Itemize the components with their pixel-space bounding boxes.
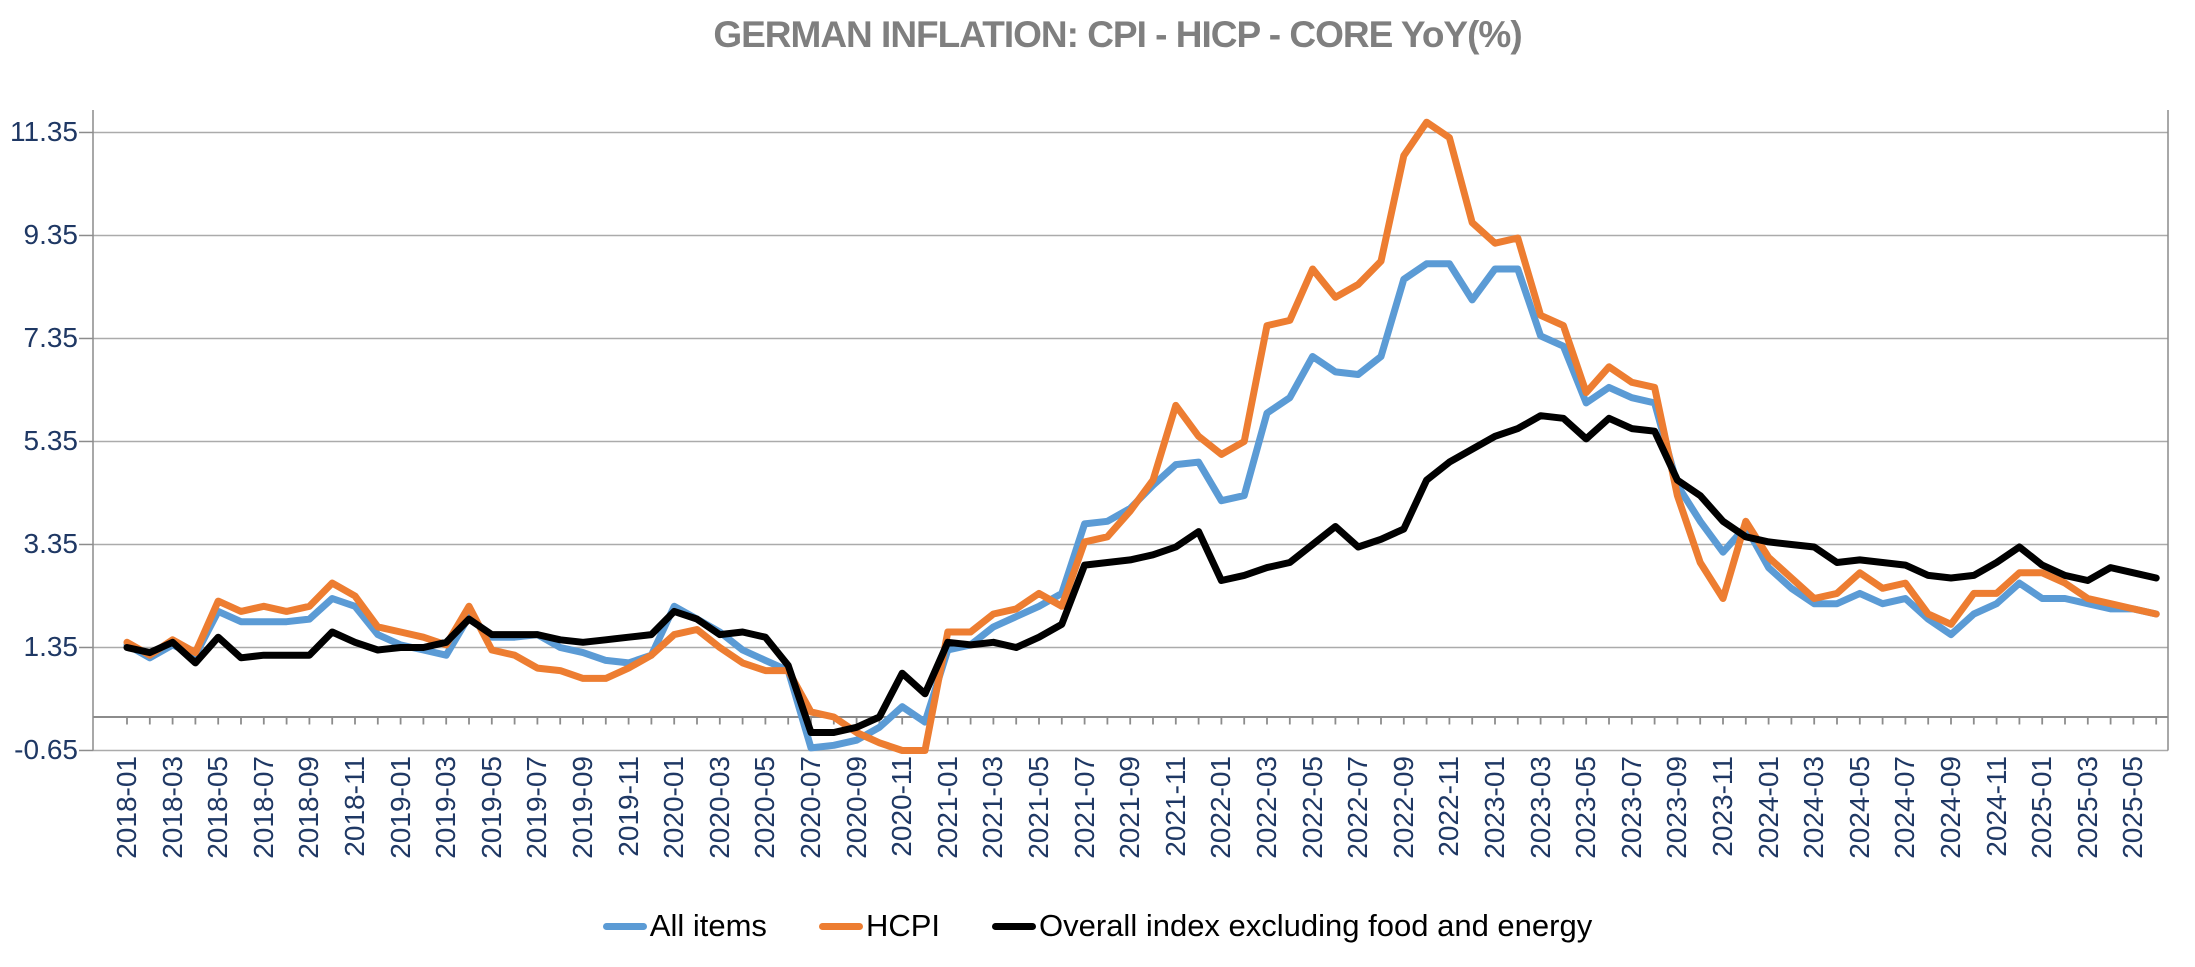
x-tick-label: 2019-01 <box>384 756 416 859</box>
x-tick-label: 2019-07 <box>521 756 553 859</box>
x-tick-label: 2023-11 <box>1707 756 1738 857</box>
x-tick-label: 2023-01 <box>1479 756 1510 859</box>
x-tick-label: 2019-11 <box>612 756 644 857</box>
x-tick-label: 2019-05 <box>475 756 507 859</box>
core-line-swatch-icon <box>992 922 1037 930</box>
y-tick-label: 9.35 <box>23 219 79 251</box>
chart-legend: All items HCPI Overall index excluding f… <box>0 906 2195 946</box>
x-tick-label: 2022-01 <box>1205 756 1237 859</box>
y-tick-label: 7.35 <box>23 322 79 354</box>
series-line-core <box>123 412 2160 736</box>
x-tick-label: 2024-01 <box>1752 756 1784 859</box>
legend-item-hcpi: HCPI <box>818 906 941 946</box>
x-tick-label: 2020-03 <box>703 756 735 859</box>
x-tick-label: 2020-09 <box>840 756 872 859</box>
x-tick-label: 2023-09 <box>1661 756 1693 859</box>
legend-label-core: Overall index excluding food and energy <box>1039 908 1593 943</box>
x-tick-label: 2023-07 <box>1615 756 1647 859</box>
series-line-hcpi <box>123 118 2160 754</box>
x-tick-label: 2022-11 <box>1433 756 1465 857</box>
y-tick-label: 1.35 <box>23 631 79 663</box>
x-tick-label: 2022-03 <box>1251 756 1282 859</box>
x-tick-label: 2024-05 <box>1843 756 1875 859</box>
legend-item-all-items: All items <box>602 906 767 946</box>
x-tick-label: 2020-05 <box>749 756 781 859</box>
x-tick-label: 2018-09 <box>293 756 325 859</box>
y-tick-label: 3.35 <box>23 528 79 560</box>
x-tick-label: 2025-05 <box>2117 756 2149 859</box>
x-tick-label: 2018-07 <box>247 756 279 859</box>
legend-item-core: Overall index excluding food and energy <box>992 906 1592 946</box>
x-tick-label: 2024-03 <box>1798 756 1830 859</box>
all-items-line-swatch-icon <box>602 922 647 930</box>
chart-title: GERMAN INFLATION: CPI - HICP - CORE YoY(… <box>713 14 1522 55</box>
x-tick-label: 2022-09 <box>1387 756 1419 859</box>
x-tick-label: 2021-09 <box>1114 756 1146 859</box>
x-tick-label: 2020-07 <box>795 756 826 859</box>
x-tick-label: 2020-01 <box>658 756 690 859</box>
x-tick-label: 2021-07 <box>1068 756 1100 859</box>
x-tick-label: 2021-03 <box>977 756 1009 859</box>
x-tick-label: 2024-11 <box>1980 756 2012 857</box>
series-line-all-items <box>123 260 2160 752</box>
hcpi-line-swatch-icon <box>818 922 863 930</box>
x-tick-label: 2018-05 <box>202 756 234 859</box>
x-tick-label: 2021-05 <box>1023 756 1054 859</box>
x-tick-label: 2023-03 <box>1524 756 1556 859</box>
x-tick-label: 2018-11 <box>339 756 370 857</box>
x-tick-label: 2019-09 <box>567 756 598 859</box>
x-tick-label: 2018-01 <box>111 756 142 859</box>
legend-label-hcpi: HCPI <box>865 908 941 943</box>
x-tick-label: 2025-01 <box>2026 756 2058 859</box>
x-tick-label: 2024-07 <box>1889 756 1921 859</box>
x-tick-label: 2019-03 <box>430 756 462 859</box>
x-tick-label: 2022-05 <box>1296 756 1328 859</box>
x-tick-label: 2020-11 <box>886 756 918 857</box>
x-tick-label: 2021-11 <box>1159 756 1191 857</box>
y-tick-label: -0.65 <box>14 734 78 766</box>
x-tick-label: 2022-07 <box>1342 756 1374 859</box>
y-tick-label: 5.35 <box>23 425 79 457</box>
x-tick-label: 2021-01 <box>931 756 963 859</box>
x-tick-label: 2025-03 <box>2071 756 2103 859</box>
y-tick-label: 11.35 <box>10 116 78 148</box>
legend-label-all-items: All items <box>649 908 767 943</box>
x-tick-label: 2018-03 <box>156 756 188 859</box>
x-tick-label: 2024-09 <box>1935 756 1966 859</box>
x-tick-label: 2023-05 <box>1570 756 1602 859</box>
